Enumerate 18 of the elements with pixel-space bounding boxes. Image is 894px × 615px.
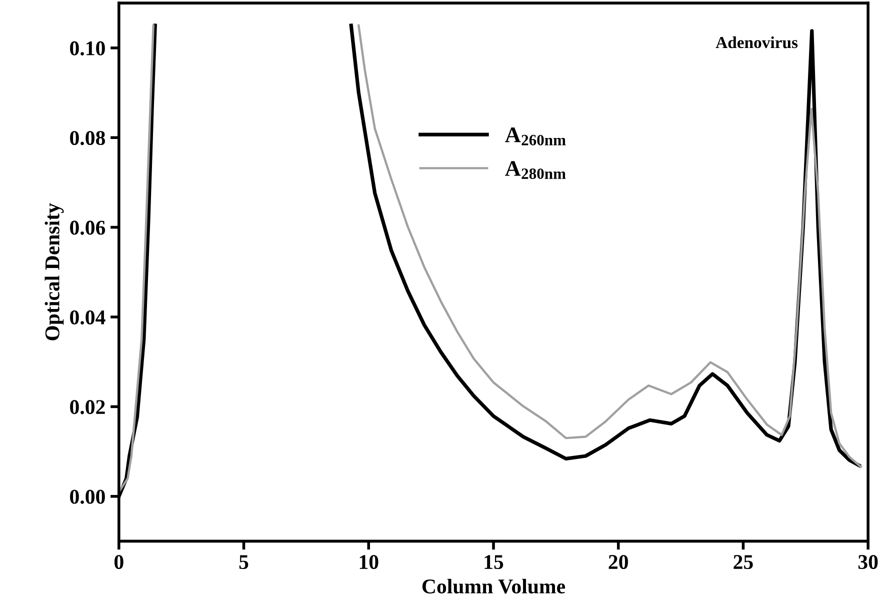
legend-label: A$_{280nm}$ (505, 161, 566, 179)
x-tick-label: 25 (734, 555, 753, 570)
x-axis-title: Column Volume (422, 578, 566, 594)
legend-label: A$_{260nm}$ (505, 127, 566, 146)
x-tick-label: 0 (114, 554, 124, 570)
y-tick-label: 0.10 (70, 41, 105, 56)
y-axis-title: Optical Density (44, 203, 64, 340)
annotation: Adenovirus (716, 36, 798, 48)
y-tick-label: 0.08 (70, 130, 106, 146)
x-tick-label: 5 (239, 555, 248, 570)
y-tick-label: 0.04 (70, 310, 106, 325)
x-tick-label: 10 (360, 554, 378, 570)
x-tick-label: 15 (484, 555, 504, 570)
y-tick-label: 0.02 (70, 400, 105, 414)
y-tick-label: 0.00 (70, 490, 105, 504)
x-tick-label: 20 (608, 554, 628, 570)
y-tick-label: 0.06 (70, 220, 106, 235)
x-tick-label: 30 (858, 554, 878, 570)
